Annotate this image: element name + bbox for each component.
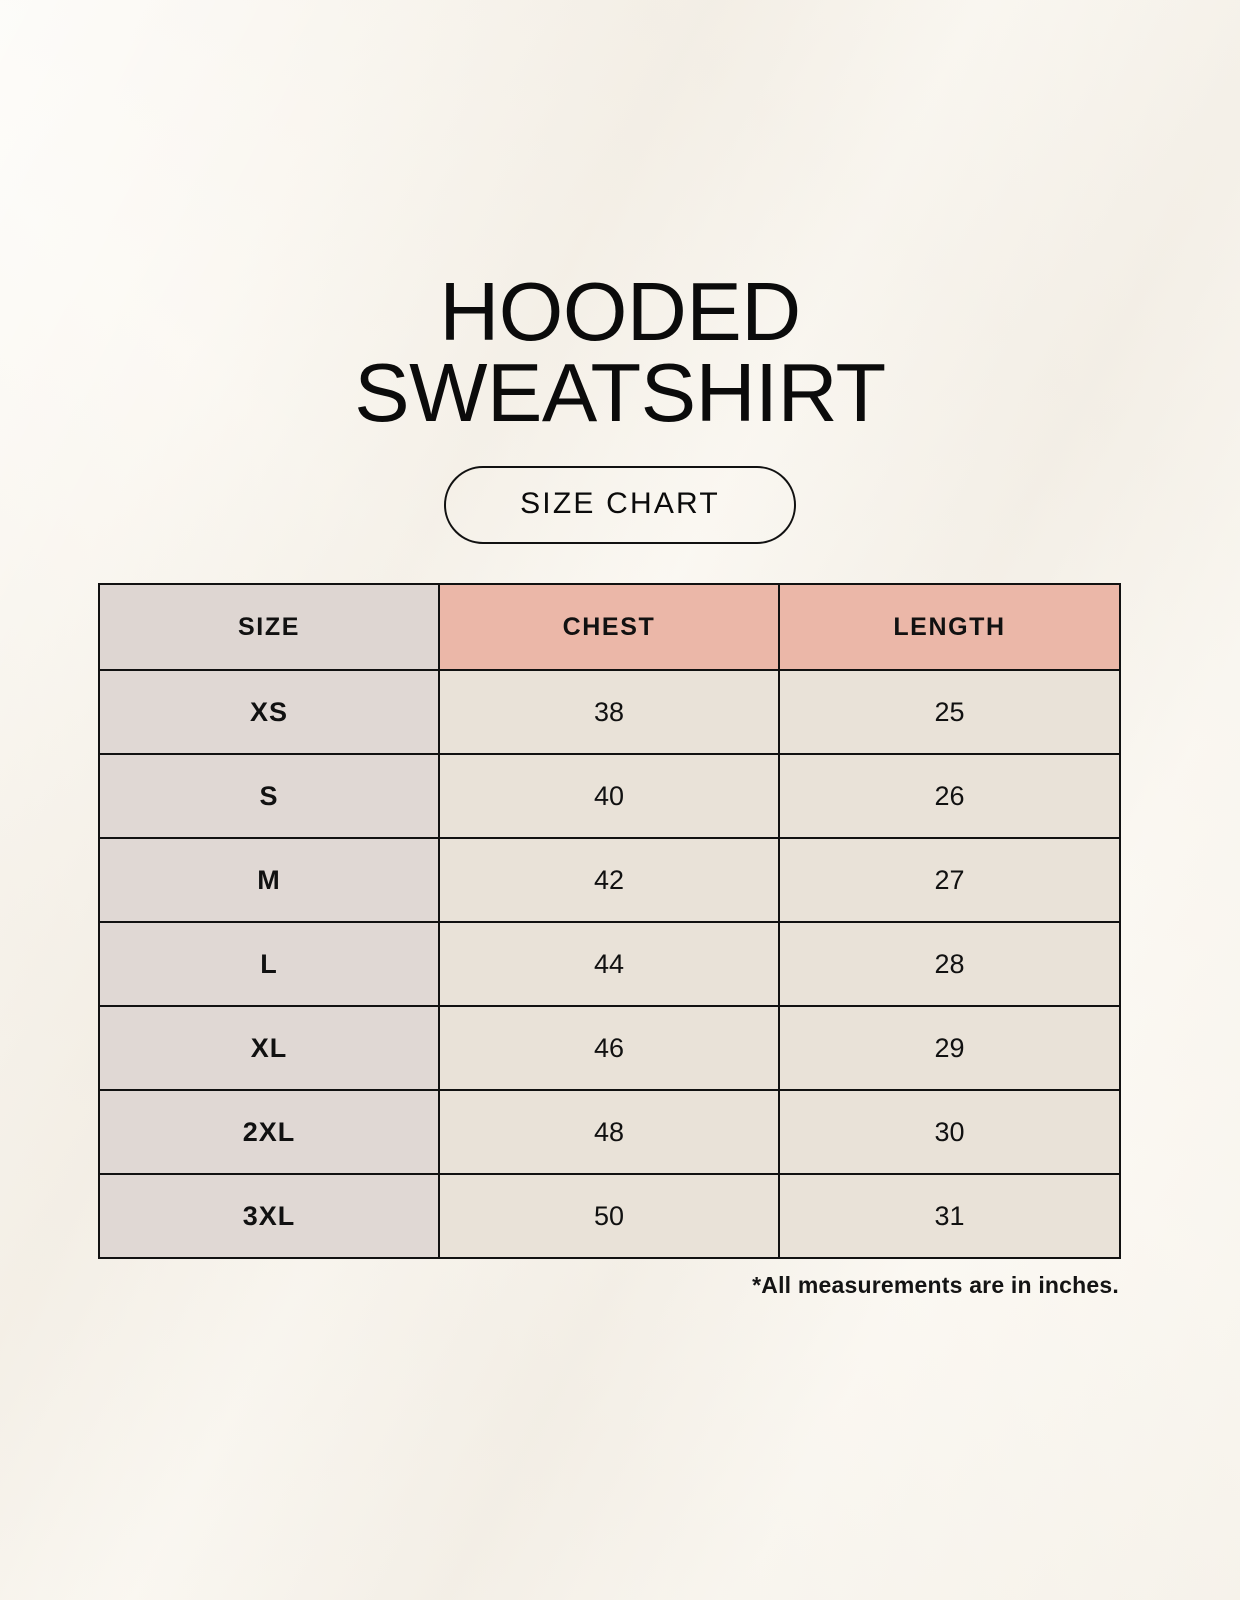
table-row: XS 38 25 bbox=[98, 669, 1121, 755]
cell-length: 25 bbox=[778, 669, 1121, 755]
cell-length: 26 bbox=[778, 753, 1121, 839]
cell-length: 29 bbox=[778, 1005, 1121, 1091]
cell-size: 3XL bbox=[98, 1173, 440, 1259]
cell-chest: 38 bbox=[438, 669, 780, 755]
measurements-footnote: *All measurements are in inches. bbox=[752, 1272, 1119, 1298]
table-row: S 40 26 bbox=[98, 753, 1121, 839]
cell-chest: 44 bbox=[438, 921, 780, 1007]
cell-size: L bbox=[98, 921, 440, 1007]
cell-chest: 46 bbox=[438, 1005, 780, 1091]
table-body: XS 38 25 S 40 26 M 42 27 L 44 28 bbox=[98, 669, 1121, 1259]
cell-size: M bbox=[98, 837, 440, 923]
cell-length: 28 bbox=[778, 921, 1121, 1007]
cell-size: 2XL bbox=[98, 1089, 440, 1175]
title-block: HOODED SWEATSHIRT bbox=[0, 265, 1240, 439]
table-header-row: SIZE CHEST LENGTH bbox=[98, 583, 1121, 671]
cell-length: 31 bbox=[778, 1173, 1121, 1259]
column-header-length: LENGTH bbox=[778, 583, 1121, 671]
page-title: HOODED SWEATSHIRT bbox=[354, 265, 886, 439]
cell-length: 30 bbox=[778, 1089, 1121, 1175]
cell-size: XL bbox=[98, 1005, 440, 1091]
cell-length: 27 bbox=[778, 837, 1121, 923]
cell-size: XS bbox=[98, 669, 440, 755]
cell-chest: 40 bbox=[438, 753, 780, 839]
cell-chest: 48 bbox=[438, 1089, 780, 1175]
size-table: SIZE CHEST LENGTH XS 38 25 S 40 26 M bbox=[98, 583, 1121, 1259]
column-header-size: SIZE bbox=[98, 583, 440, 671]
table-row: M 42 27 bbox=[98, 837, 1121, 923]
table-row: L 44 28 bbox=[98, 921, 1121, 1007]
size-chart-badge: SIZE CHART bbox=[444, 466, 796, 544]
cell-chest: 42 bbox=[438, 837, 780, 923]
cell-chest: 50 bbox=[438, 1173, 780, 1259]
table-row: XL 46 29 bbox=[98, 1005, 1121, 1091]
size-table-container: SIZE CHEST LENGTH XS 38 25 S 40 26 M bbox=[98, 583, 1121, 1259]
badge-container: SIZE CHART bbox=[0, 466, 1240, 544]
table-row: 2XL 48 30 bbox=[98, 1089, 1121, 1175]
table-header: SIZE CHEST LENGTH bbox=[98, 583, 1121, 671]
cell-size: S bbox=[98, 753, 440, 839]
table-row: 3XL 50 31 bbox=[98, 1173, 1121, 1259]
column-header-chest: CHEST bbox=[438, 583, 780, 671]
